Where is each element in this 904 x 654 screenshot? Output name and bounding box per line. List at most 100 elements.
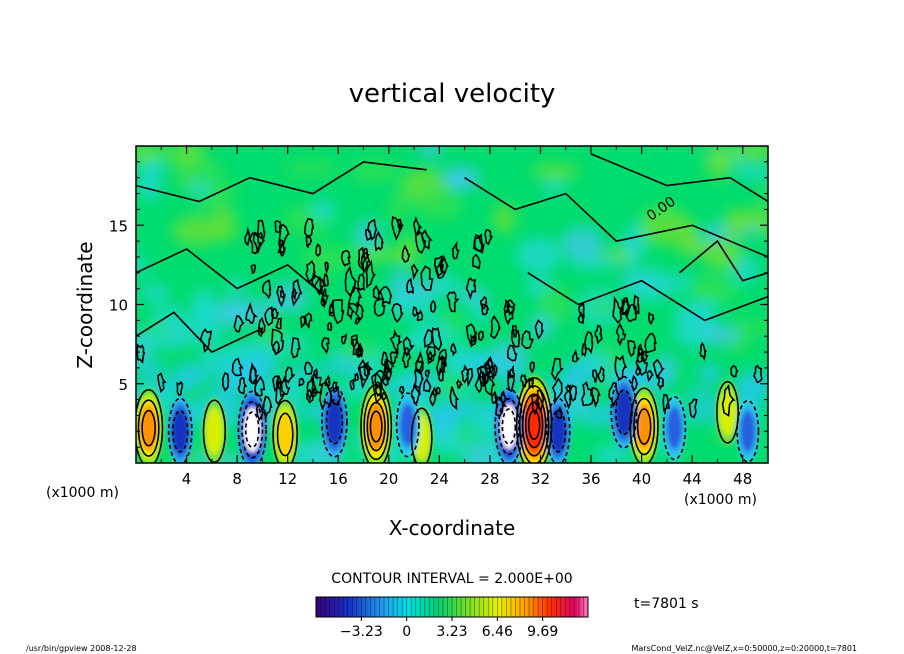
contour-line xyxy=(324,261,330,275)
contour-line xyxy=(231,357,244,377)
downdraft-cell xyxy=(550,409,567,453)
x-tick-label: 4 xyxy=(182,470,192,488)
field-patch xyxy=(211,206,238,243)
contour-line xyxy=(389,328,403,356)
contour-line xyxy=(402,336,415,358)
contour-line xyxy=(410,263,419,281)
x-tick-label: 8 xyxy=(232,470,242,488)
contour-line xyxy=(721,384,736,417)
contour-line xyxy=(167,397,193,463)
contour-line xyxy=(354,316,361,325)
contour-line xyxy=(450,342,457,357)
contour-line xyxy=(465,323,478,346)
contour-line xyxy=(571,349,580,363)
contour-line xyxy=(412,305,419,317)
x-tick-label: 32 xyxy=(531,470,550,488)
contour-line xyxy=(531,394,541,416)
updraft-cell xyxy=(205,407,224,455)
field-patch xyxy=(471,291,490,326)
contour-line xyxy=(520,374,528,389)
contour-line xyxy=(416,309,424,322)
contour-line xyxy=(172,410,189,453)
contour-line xyxy=(327,321,333,332)
contour-line xyxy=(248,232,262,255)
x-tick-label: 44 xyxy=(683,470,702,488)
contour-line xyxy=(303,361,314,375)
field-patch xyxy=(309,199,336,221)
contour-line xyxy=(325,399,344,445)
contour-line xyxy=(250,264,257,275)
contour-line xyxy=(594,324,603,345)
contour-line xyxy=(278,224,290,247)
field-patch xyxy=(531,163,580,180)
contour-line xyxy=(244,411,260,449)
contour-line xyxy=(610,376,638,449)
contour-line xyxy=(431,326,443,352)
contour-line xyxy=(592,369,600,383)
field-patch xyxy=(669,274,693,291)
contour-line xyxy=(648,311,655,325)
plot-area xyxy=(136,146,768,463)
y-tick-label: 15 xyxy=(109,217,128,235)
contour-line xyxy=(657,375,664,391)
contour-line xyxy=(357,273,366,292)
contour-line xyxy=(615,389,633,436)
contour-line xyxy=(635,362,642,377)
downdraft-cell xyxy=(172,409,189,453)
field-patch xyxy=(349,158,401,183)
field-patch xyxy=(136,256,149,277)
field-patch xyxy=(565,363,589,381)
contour-line xyxy=(136,161,427,203)
contour-line xyxy=(303,217,315,239)
contour-line xyxy=(555,406,563,419)
contour-line xyxy=(221,372,230,392)
contour-line xyxy=(500,391,507,403)
x-tick-label: 12 xyxy=(278,470,297,488)
contour-line xyxy=(716,380,740,444)
contour-line xyxy=(501,408,517,445)
contour-line xyxy=(320,296,326,308)
contour-line xyxy=(446,290,460,313)
contour-line xyxy=(375,381,382,398)
contour-line xyxy=(581,343,587,357)
contour-line xyxy=(401,347,412,369)
chart-title: vertical velocity xyxy=(349,79,556,109)
contour-line xyxy=(374,230,384,252)
contour-line xyxy=(367,218,378,241)
y-tick-label: 10 xyxy=(109,297,128,315)
contour-line xyxy=(233,315,245,333)
colorbar-tick-label: −3.23 xyxy=(340,624,383,640)
contour-line xyxy=(244,226,251,247)
contour-line xyxy=(279,375,291,398)
field-patch xyxy=(325,357,351,374)
contour-line xyxy=(627,339,637,358)
contour-line xyxy=(484,374,496,397)
colorbar-tick-label: 9.69 xyxy=(527,624,558,640)
contour-line xyxy=(358,359,371,381)
contour-line xyxy=(621,298,631,316)
field-patch xyxy=(224,278,248,293)
field-patch xyxy=(704,146,734,180)
field-patch xyxy=(737,321,768,335)
footer-left: /usr/bin/gpview 2008-12-28 xyxy=(26,644,137,653)
contour-line xyxy=(237,376,248,395)
contour-line xyxy=(414,229,427,254)
x-tick-label: 48 xyxy=(733,470,752,488)
contour-line xyxy=(310,372,324,395)
updraft-cell xyxy=(523,397,545,453)
x-tick-label: 28 xyxy=(480,470,499,488)
contour-line xyxy=(389,350,398,365)
contour-line xyxy=(264,306,274,327)
field-patch xyxy=(433,273,459,298)
contour-line xyxy=(506,344,518,362)
contour-line xyxy=(551,377,564,406)
contour-line xyxy=(518,385,550,463)
contour-line xyxy=(477,330,485,342)
contour-line xyxy=(355,347,363,359)
contour-line xyxy=(415,357,424,372)
contour-line xyxy=(494,394,508,417)
contour-line xyxy=(478,369,486,388)
contour-line xyxy=(527,272,768,322)
contour-line xyxy=(456,378,463,389)
contour-line xyxy=(490,314,502,340)
